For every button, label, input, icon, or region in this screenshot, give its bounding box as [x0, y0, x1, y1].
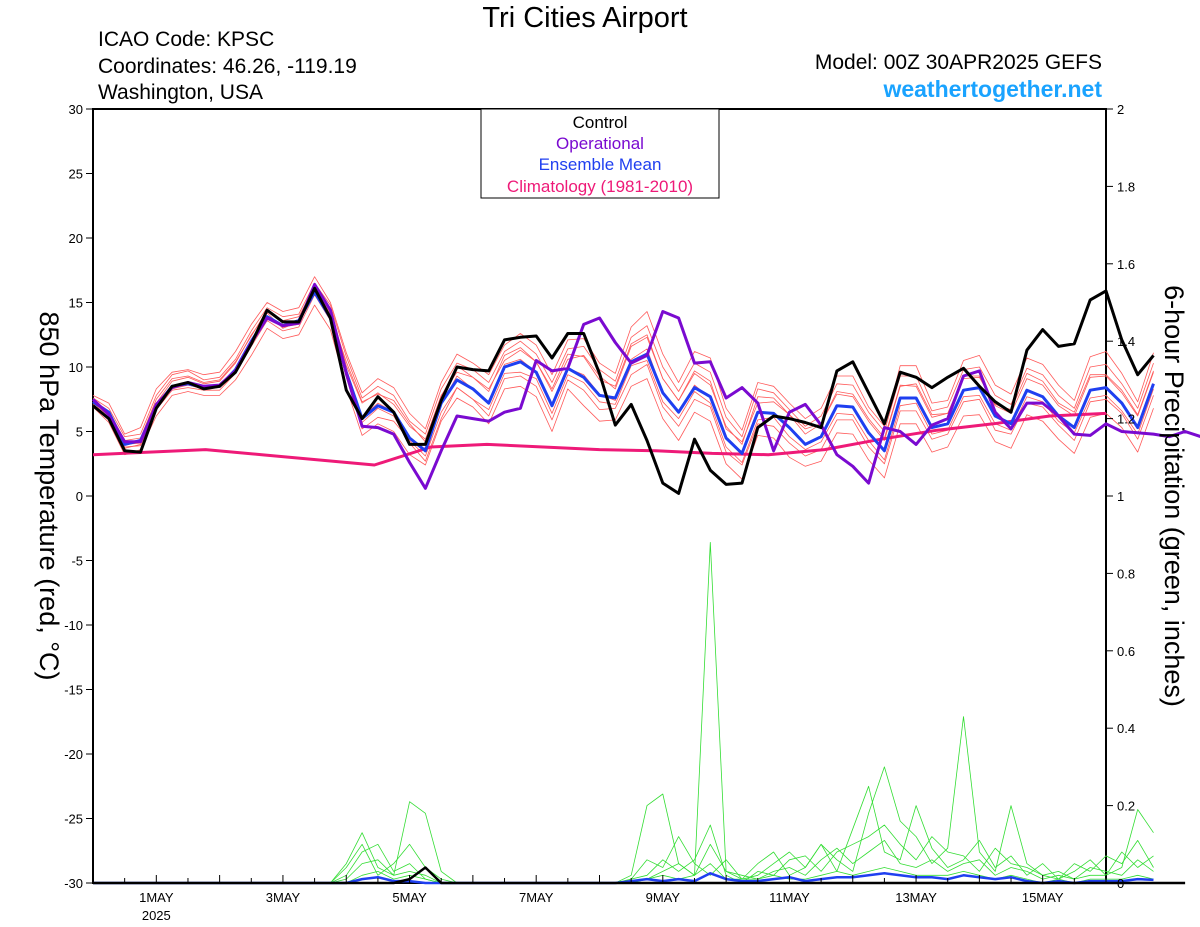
- legend-ensemble-mean: Ensemble Mean: [539, 155, 662, 174]
- operational-line: [91, 282, 1200, 490]
- precip-member-line: [93, 542, 1154, 884]
- y-tick-label-left: -5: [71, 554, 83, 569]
- y-tick-label-right: 0.2: [1117, 799, 1135, 814]
- x-tick-label: 15MAY: [1022, 890, 1064, 905]
- x-tick-label: 5MAY: [392, 890, 427, 905]
- x-tick-label: 1MAY: [139, 890, 174, 905]
- y-tick-label-left: 0: [76, 489, 83, 504]
- precipitation-member-lines: [93, 542, 1186, 884]
- y-tick-label-left: 15: [69, 296, 83, 311]
- y-tick-label-left: -20: [64, 747, 83, 762]
- y-tick-label-left: 5: [76, 425, 83, 440]
- model-run: Model: 00Z 30APR2025 GEFS: [814, 51, 1102, 74]
- climatology-line: [92, 411, 1107, 467]
- precip-control-line: [93, 866, 1186, 885]
- region: Washington, USA: [98, 81, 263, 104]
- coordinates: Coordinates: 46.26, -119.19: [98, 55, 357, 78]
- y-tick-label-left: 10: [69, 360, 83, 375]
- y-tick-label-right: 1.8: [1117, 179, 1135, 194]
- y-axis-title-left: 850 hPa Temperature (red, °C): [34, 312, 64, 681]
- temperature-member-line: [92, 282, 1154, 438]
- y-tick-label-left: -10: [64, 618, 83, 633]
- x-tick-sublabel: 2025: [142, 908, 171, 923]
- precip-member-line: [93, 840, 1154, 884]
- temperature-member-line: [92, 276, 1154, 435]
- y-tick-label-right: 1.6: [1117, 257, 1135, 272]
- temperature-member-line: [92, 304, 1154, 480]
- legend-control: Control: [573, 113, 628, 132]
- page-title: Tri Cities Airport: [482, 2, 688, 34]
- control-line: [92, 286, 1155, 495]
- temperature-member-line: [92, 289, 1154, 445]
- axes: 302520151050-5-10-15-20-25-3021.81.61.41…: [64, 102, 1135, 923]
- precip-member-line: [93, 785, 1154, 884]
- legend: Control Operational Ensemble Mean Climat…: [480, 108, 720, 199]
- y-tick-label-left: 20: [69, 231, 83, 246]
- x-tick-label: 11MAY: [769, 890, 810, 905]
- y-tick-label-right: 0.8: [1117, 566, 1135, 581]
- site-link[interactable]: weathertogether.net: [883, 76, 1102, 102]
- x-tick-label: 13MAY: [895, 890, 937, 905]
- y-tick-label-left: -25: [64, 812, 83, 827]
- y-tick-label-left: 25: [69, 167, 83, 182]
- legend-climatology: Climatology (1981-2010): [507, 177, 693, 196]
- y-tick-label-right: 0.4: [1117, 721, 1135, 736]
- y-axis-title-right: 6-hour Precipitation (green, inches): [1159, 285, 1189, 707]
- y-tick-label-left: -15: [64, 683, 83, 698]
- y-tick-label-right: 2: [1117, 102, 1124, 117]
- plot-frame: [92, 108, 1107, 884]
- x-tick-label: 3MAY: [266, 890, 301, 905]
- legend-operational: Operational: [556, 134, 644, 153]
- y-tick-label-left: 30: [69, 102, 83, 117]
- y-tick-label-right: 0.6: [1117, 644, 1135, 659]
- temperature-member-line: [92, 286, 1154, 443]
- y-tick-label-right: 1.4: [1117, 334, 1135, 349]
- icao-code: ICAO Code: KPSC: [98, 28, 275, 51]
- y-tick-label-right: 1: [1117, 489, 1124, 504]
- y-tick-label-right: 0: [1117, 876, 1124, 891]
- y-tick-label-left: -30: [64, 876, 83, 891]
- x-tick-label: 7MAY: [519, 890, 554, 905]
- main-series-lines: [91, 282, 1200, 885]
- legend-box: [480, 108, 720, 199]
- y-tick-label-right: 1.2: [1117, 412, 1135, 427]
- temperature-member-line: [92, 294, 1154, 466]
- x-tick-label: 9MAY: [646, 890, 681, 905]
